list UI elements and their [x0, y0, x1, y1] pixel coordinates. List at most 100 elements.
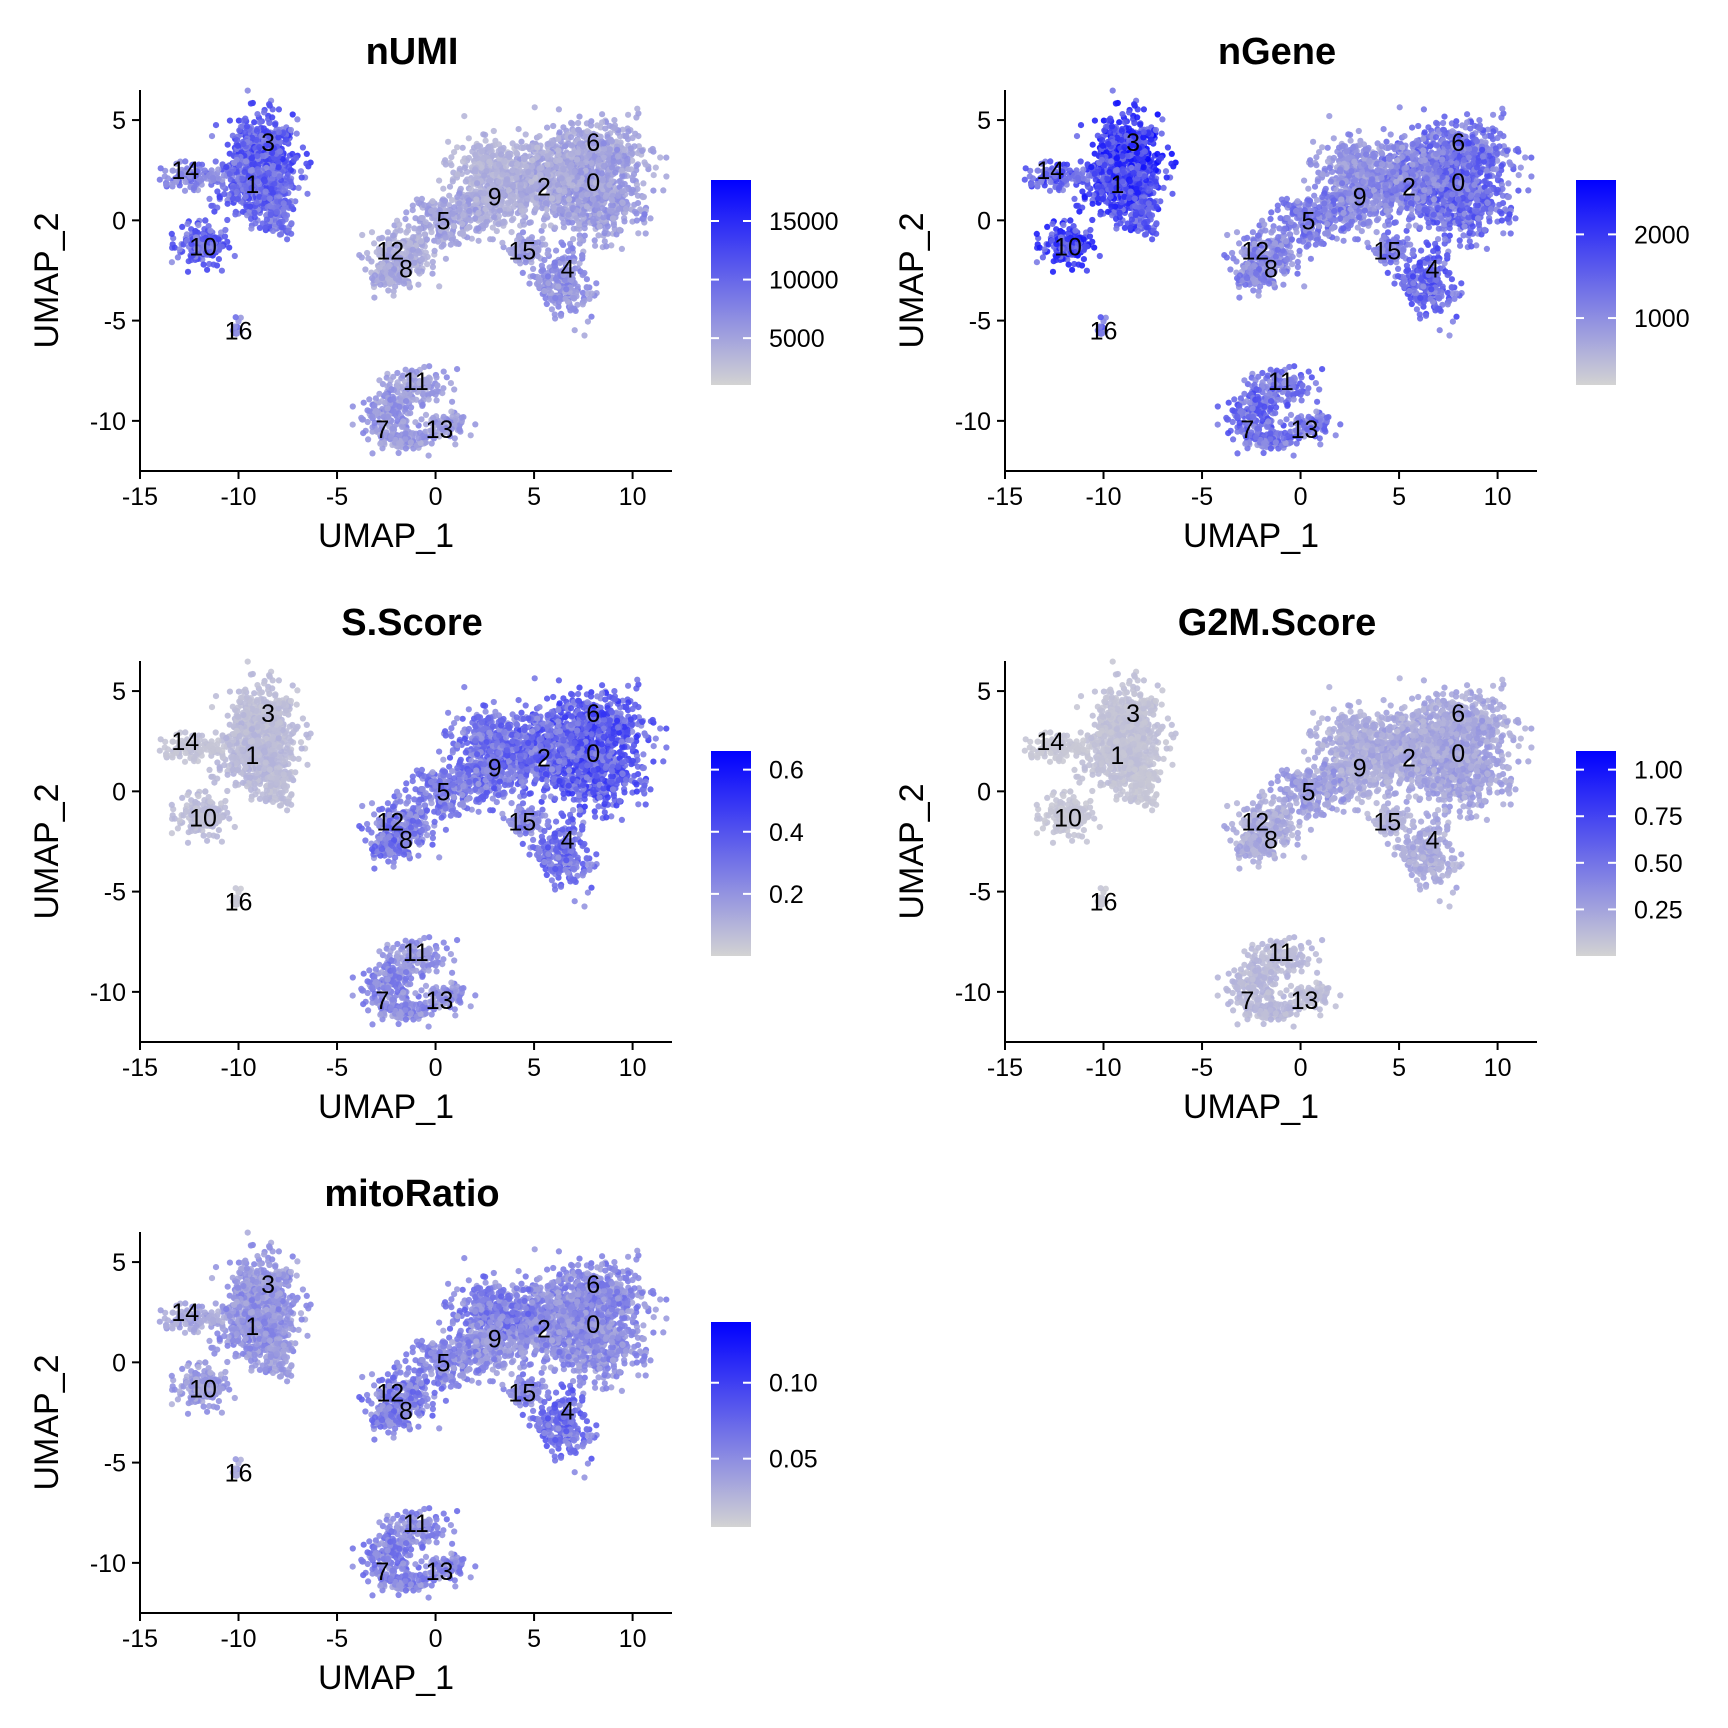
cell-point [215, 166, 222, 173]
cell-point [243, 123, 251, 130]
cell-point [634, 192, 642, 199]
cell-point [517, 185, 524, 192]
cell-point [570, 225, 577, 232]
cell-point [614, 146, 621, 153]
cell-point [287, 183, 294, 190]
cell-point [407, 410, 414, 417]
cell-point [560, 124, 567, 131]
cell-point [615, 192, 622, 199]
cell-point [1168, 150, 1175, 157]
cell-point [581, 332, 588, 339]
cell-point [552, 275, 560, 282]
cell-point [465, 154, 472, 162]
cell-point [402, 430, 409, 437]
cell-point [561, 188, 568, 195]
cell-point [640, 180, 647, 187]
cell-point [1121, 119, 1128, 126]
cell-point [275, 159, 282, 166]
cell-point [439, 390, 446, 397]
cell-point [588, 313, 595, 320]
cell-point [528, 178, 535, 185]
cluster-label: 10 [189, 233, 217, 261]
cell-point [459, 158, 467, 165]
cell-point [495, 221, 502, 228]
cell-point [531, 104, 538, 111]
cell-point [229, 132, 236, 139]
cell-point [243, 158, 250, 165]
cell-point [458, 414, 465, 421]
cell-point [513, 143, 520, 150]
cell-point [365, 436, 372, 443]
cell-point [556, 129, 563, 136]
cell-point [593, 202, 600, 209]
cluster-label: 2 [537, 173, 551, 201]
cell-point [490, 127, 497, 135]
cluster-label: 16 [225, 318, 253, 346]
panel-0: nUMI-15 -10 -5 0 5 1050-5-10UMAP_1UMAP_231411… [28, 31, 839, 555]
cell-point [566, 196, 573, 203]
cell-point [581, 221, 588, 228]
cell-point [481, 172, 488, 179]
cell-point [513, 174, 520, 181]
cell-point [282, 185, 289, 192]
cluster-label: 9 [488, 183, 502, 211]
cell-point [474, 142, 481, 150]
cell-point [569, 182, 576, 189]
cell-point [465, 135, 472, 142]
cell-point [449, 178, 456, 185]
cell-point [595, 232, 602, 239]
cell-point [518, 192, 525, 199]
cell-point [551, 259, 558, 266]
cell-point [275, 129, 282, 136]
cell-point [538, 262, 546, 269]
cell-point [419, 215, 426, 222]
cell-point [364, 249, 371, 257]
cell-point [206, 195, 213, 202]
cell-point [438, 243, 445, 250]
cell-point [467, 217, 474, 224]
cluster-label: 11 [403, 368, 429, 396]
cell-point [388, 270, 395, 277]
chart-title: nGene [1218, 31, 1336, 73]
cell-point [1140, 106, 1147, 113]
cell-point [573, 215, 580, 222]
cell-point [369, 413, 376, 420]
cell-point [578, 192, 586, 199]
y-tick-label: 5 [112, 107, 126, 135]
cell-point [266, 195, 273, 202]
cell-point [1134, 114, 1141, 121]
y-tick-label: 0 [112, 207, 126, 235]
cell-point [473, 196, 480, 203]
cell-point [567, 134, 575, 141]
cell-point [596, 223, 603, 230]
cell-point [266, 101, 273, 108]
cell-point [1162, 168, 1170, 175]
cell-point [431, 247, 438, 254]
cell-point [641, 211, 648, 218]
cell-point [595, 156, 603, 163]
cell-point [1077, 158, 1084, 165]
colorbar-tick-label: 15000 [769, 208, 839, 236]
cell-point [254, 111, 261, 118]
cell-point [578, 160, 585, 168]
cell-point [608, 177, 615, 184]
cell-point [242, 129, 249, 136]
cell-point [287, 126, 294, 134]
cell-point [611, 117, 618, 124]
cell-point [541, 256, 548, 264]
cluster-label: 0 [586, 169, 600, 197]
cell-point [474, 180, 481, 187]
cell-point [627, 145, 634, 152]
cell-point [652, 164, 659, 171]
cell-point [220, 172, 227, 179]
cell-point [602, 125, 609, 132]
cell-point [1152, 126, 1159, 134]
cluster-label: 8 [399, 255, 413, 283]
cell-point [233, 156, 240, 163]
cell-point [534, 144, 541, 151]
cell-point [633, 217, 641, 224]
cell-point [599, 119, 606, 126]
cell-point [304, 190, 311, 197]
cell-point [522, 131, 529, 138]
cell-point [509, 183, 516, 190]
